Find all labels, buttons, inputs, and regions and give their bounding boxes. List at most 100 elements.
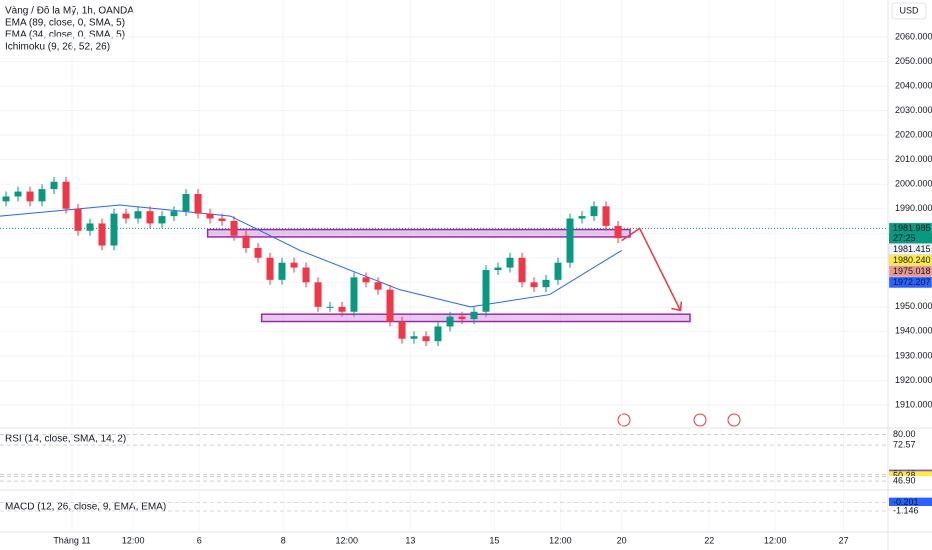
x-tick-label: 12:00 (549, 535, 572, 545)
candle-body (290, 262, 298, 268)
x-tick-label: 13 (405, 535, 415, 545)
level-label: -0.201 (893, 497, 919, 507)
y-tick-label: 1920.000 (895, 375, 932, 385)
level-label-bg (889, 429, 932, 440)
candle-body (542, 279, 550, 288)
indicator-label: EMA (89, close, 0, SMA, 5) (5, 18, 125, 29)
candle-body (242, 235, 250, 248)
y-tick-label: 1930.000 (895, 350, 932, 360)
candle-body (530, 282, 538, 288)
event-icon[interactable] (693, 413, 707, 427)
y-tick-label: 1910.000 (895, 399, 932, 409)
candle-body (2, 196, 10, 202)
candle-body (350, 277, 358, 312)
price-label-bg (888, 276, 932, 289)
candle-body (62, 181, 70, 209)
x-tick-label: 20 (617, 535, 627, 545)
x-tick-label: 12:00 (764, 535, 787, 545)
price-label: 1981.415 (893, 244, 931, 254)
candle-body (566, 218, 574, 263)
level-label-bg (889, 476, 932, 487)
forecast-arrow (621, 227, 682, 311)
candle-body (602, 206, 610, 226)
candle-body (170, 211, 178, 217)
event-icon[interactable] (617, 413, 631, 427)
rsi-title: RSI (14, close, SMA, 14, 2) (5, 434, 126, 445)
candle-body (110, 213, 118, 246)
candle-body (194, 194, 202, 214)
macd-title: MACD (12, 26, close, 9, EMA, EMA) (5, 502, 166, 513)
candle-body (434, 326, 442, 342)
candle-body (26, 191, 34, 202)
candle-body (518, 257, 526, 283)
y-tick-label: 1990.000 (895, 203, 932, 213)
candle-body (578, 216, 586, 219)
candle-body (446, 316, 454, 327)
x-tick-label: 8 (281, 535, 286, 545)
candle-body (302, 267, 310, 283)
price-label: 1972.207 (893, 277, 931, 287)
level-label: 80.00 (893, 429, 916, 439)
y-tick-label: 2000.000 (895, 179, 932, 189)
x-tick-label: 22 (704, 535, 714, 545)
x-tick-label: 6 (197, 535, 202, 545)
x-tick-label: 15 (489, 535, 499, 545)
candle-body (338, 306, 346, 312)
currency-button[interactable] (891, 2, 927, 20)
price-label: 1981.985 (893, 223, 931, 233)
candle-body (398, 321, 406, 339)
candle-body (158, 216, 166, 224)
candle-body (506, 257, 514, 268)
candle-body (230, 220, 238, 236)
y-tick-label: 2060.000 (895, 31, 932, 41)
y-tick-label: 1950.000 (895, 301, 932, 311)
indicator-label: EMA (34, close, 0, SMA, 5) (5, 30, 125, 41)
candle-body (470, 311, 478, 320)
candle-body (326, 306, 334, 308)
candle-body (134, 211, 142, 219)
arrow-head (671, 301, 683, 312)
candle-body (314, 282, 322, 307)
x-tick-label: 12:00 (122, 535, 145, 545)
candle-body (122, 213, 130, 219)
candle-body (50, 181, 58, 190)
price-label-bg (889, 233, 932, 244)
level-label-bg (889, 497, 932, 508)
candle-body (482, 270, 490, 312)
candle-body (386, 289, 394, 322)
y-tick-label: 2020.000 (895, 130, 932, 140)
level-label-bg (889, 506, 932, 517)
y-tick-label: 2040.000 (895, 80, 932, 90)
y-tick-label: 2030.000 (895, 105, 932, 115)
x-tick-label: Tháng 11 (53, 535, 90, 545)
candle-body (98, 223, 106, 246)
countdown-label: 27:25 (893, 233, 916, 243)
indicator-label: Ichimoku (9, 26, 52, 26) (5, 42, 110, 53)
y-tick-label: 1940.000 (895, 326, 932, 336)
y-tick-label: 2050.000 (895, 56, 932, 66)
candle-body (494, 267, 502, 271)
y-tick-label: 2010.000 (895, 154, 932, 164)
candle-body (206, 213, 214, 219)
candle-body (458, 316, 466, 320)
candle-body (614, 225, 622, 239)
price-label: 1975.018 (893, 266, 931, 276)
level-label: -1.146 (893, 505, 919, 515)
candle-body (86, 223, 94, 231)
level-label: 72.57 (893, 439, 916, 449)
currency-label[interactable]: USD (899, 5, 919, 15)
candle-body (182, 194, 190, 212)
candle-body (14, 191, 22, 197)
candle-body (374, 282, 382, 290)
candle-body (218, 218, 226, 221)
level-label-bg (889, 440, 932, 451)
chart-title: Vàng / Đô la Mỹ, 1h, OANDA (5, 6, 134, 17)
x-tick-label: 12:00 (336, 535, 359, 545)
candle-body (362, 277, 370, 283)
x-tick-label: 27 (839, 535, 849, 545)
price-label: 1980.240 (893, 255, 931, 265)
candle-body (146, 211, 154, 224)
candle-body (410, 336, 418, 339)
event-icon[interactable] (727, 413, 741, 427)
